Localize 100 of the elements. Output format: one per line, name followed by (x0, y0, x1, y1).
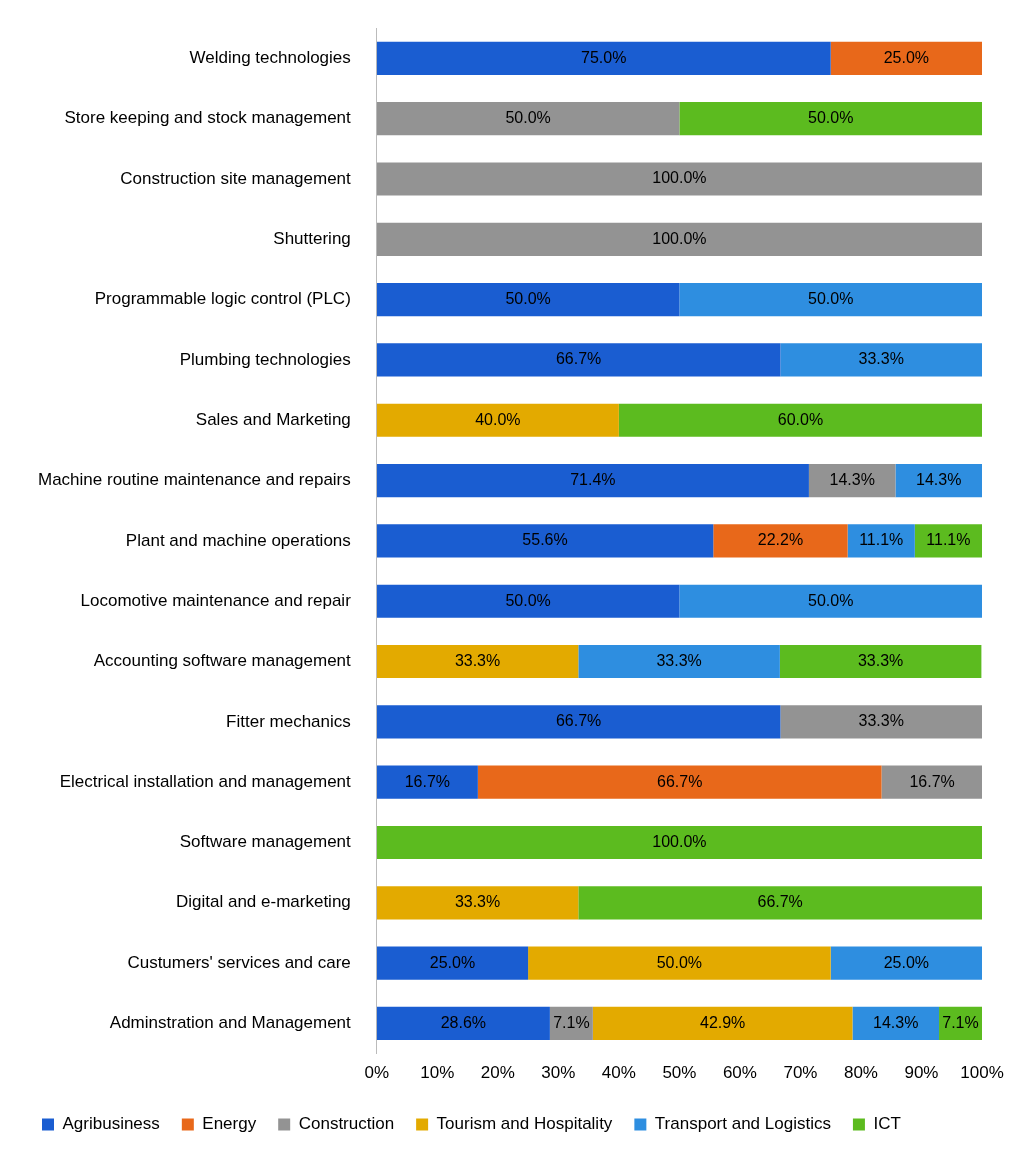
bar (376, 403, 619, 437)
data-label: 33.3% (454, 893, 501, 911)
data-label: 66.7% (757, 893, 803, 911)
data-label: 55.6% (522, 531, 568, 549)
y-tick-label: Adminstration and Management (109, 1013, 352, 1033)
data-label: 7.1% (553, 1013, 590, 1031)
bar (679, 102, 982, 136)
bar (578, 886, 982, 920)
bar (780, 343, 982, 377)
legend-label: Energy (202, 1114, 257, 1134)
bar (376, 283, 680, 317)
data-label: 50.0% (808, 109, 854, 127)
x-tick-label: 10% (420, 1063, 455, 1083)
bar (376, 705, 781, 739)
bar (618, 403, 982, 437)
y-tick-label: Fitter mechanics (226, 711, 351, 731)
data-label: 42.9% (699, 1013, 746, 1031)
x-tick-label: 0% (364, 1063, 390, 1083)
data-label: 33.3% (656, 651, 702, 669)
data-label: 75.0% (581, 48, 627, 66)
data-label: 14.3% (873, 1013, 919, 1031)
bar (376, 343, 781, 377)
y-tick-label: Machine routine maintenance and repairs (37, 470, 351, 490)
x-tick-label: 30% (541, 1063, 576, 1083)
legend-label: Construction (298, 1114, 395, 1134)
bar (779, 644, 982, 679)
bar (376, 524, 714, 558)
data-label: 50.0% (505, 591, 551, 609)
y-tick-label: Software management (179, 832, 352, 852)
data-label: 66.7% (555, 712, 602, 730)
y-tick-label: Electrical installation and management (59, 771, 352, 791)
data-label: 33.3% (858, 350, 904, 368)
y-tick-label: Plumbing technologies (179, 349, 351, 369)
data-label: 14.3% (829, 470, 875, 488)
data-label: 22.2% (757, 531, 804, 549)
bar (376, 1006, 550, 1041)
data-label: 50.0% (505, 109, 551, 127)
bar (376, 41, 831, 75)
data-label: 33.3% (454, 651, 501, 669)
y-tick-label: Store keeping and stock management (64, 108, 352, 128)
x-tick-label: 100% (960, 1063, 1004, 1083)
data-label: 11.1% (859, 531, 904, 549)
y-tick-label: Welding technologies (189, 48, 351, 68)
bar (679, 283, 982, 317)
data-label: 25.0% (883, 953, 930, 971)
data-label: 40.0% (475, 410, 521, 428)
bar (881, 765, 982, 799)
y-tick-label: Digital and e-marketing (175, 892, 351, 912)
bar (376, 102, 680, 136)
x-tick-label: 40% (601, 1063, 636, 1083)
bar (477, 765, 882, 799)
data-label: 16.7% (909, 772, 955, 790)
bar (780, 705, 982, 739)
data-label: 7.1% (942, 1013, 979, 1031)
data-label: 66.7% (555, 350, 602, 368)
data-label: 60.0% (777, 410, 824, 428)
y-tick-label: Accounting software management (93, 651, 352, 671)
data-label: 14.3% (916, 470, 962, 488)
bar (713, 524, 848, 558)
bar (830, 41, 982, 75)
x-tick-label: 80% (843, 1063, 878, 1083)
bar (376, 765, 478, 799)
bar (830, 946, 982, 980)
data-label: 33.3% (858, 712, 904, 730)
y-tick-label: Custumers' services and care (127, 952, 351, 972)
bar (895, 464, 982, 498)
bar (376, 584, 680, 618)
data-label: 11.1% (926, 531, 971, 549)
data-label: 100.0% (652, 229, 707, 247)
bar (376, 946, 529, 980)
data-label: 16.7% (404, 772, 451, 790)
bar (376, 886, 579, 920)
bar (528, 946, 831, 980)
bar (376, 644, 579, 679)
data-label: 66.7% (657, 772, 703, 790)
bar (376, 222, 982, 256)
legend-label: ICT (873, 1114, 901, 1134)
bar (852, 1006, 940, 1041)
x-tick-label: 90% (904, 1063, 939, 1083)
x-tick-label: 20% (480, 1063, 515, 1083)
data-label: 28.6% (440, 1013, 487, 1031)
data-label: 50.0% (656, 953, 703, 971)
bar (376, 825, 982, 860)
legend-label: Transport and Logistics (654, 1114, 831, 1134)
y-tick-label: Programmable logic control (PLC) (94, 289, 351, 309)
data-label: 71.4% (570, 470, 616, 488)
bar (578, 644, 780, 679)
y-tick-label: Shuttering (273, 229, 351, 248)
data-label: 50.0% (808, 591, 854, 609)
data-label: 50.0% (505, 290, 551, 308)
bar (808, 464, 896, 498)
bar (376, 162, 982, 196)
data-label: 100.0% (652, 832, 707, 850)
x-tick-label: 60% (722, 1063, 757, 1083)
legend-label: Agribusiness (62, 1114, 160, 1134)
data-label: 25.0% (429, 953, 476, 971)
data-label: 33.3% (857, 651, 904, 669)
data-label: 25.0% (883, 48, 930, 66)
y-tick-label: Sales and Marketing (195, 409, 351, 429)
data-label: 100.0% (652, 169, 707, 187)
